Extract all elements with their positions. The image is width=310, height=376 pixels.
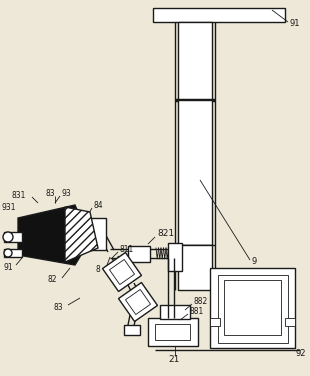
Bar <box>4 232 22 242</box>
Text: 83: 83 <box>45 190 55 199</box>
Bar <box>124 325 140 335</box>
Bar <box>210 268 295 348</box>
Bar <box>4 249 22 257</box>
Polygon shape <box>103 253 141 291</box>
Text: 831: 831 <box>12 191 26 200</box>
Bar <box>128 246 150 262</box>
Circle shape <box>4 249 12 257</box>
Bar <box>168 243 182 271</box>
Text: 9: 9 <box>252 258 257 267</box>
Text: 93: 93 <box>62 190 72 199</box>
Text: 91: 91 <box>4 264 14 273</box>
Polygon shape <box>65 207 98 262</box>
Bar <box>178 22 212 100</box>
Text: 92: 92 <box>295 350 305 358</box>
Text: 82: 82 <box>48 276 57 285</box>
Polygon shape <box>126 290 151 315</box>
Text: 84: 84 <box>93 200 103 209</box>
Text: 83: 83 <box>54 303 64 312</box>
Text: 811: 811 <box>120 244 134 253</box>
Bar <box>155 324 190 340</box>
Text: 931: 931 <box>2 203 16 212</box>
Polygon shape <box>118 282 157 321</box>
Text: 881: 881 <box>190 306 204 315</box>
Polygon shape <box>109 259 135 285</box>
Bar <box>88 218 106 250</box>
Bar <box>153 8 285 22</box>
Text: 882: 882 <box>193 297 207 305</box>
Text: 821: 821 <box>157 229 174 238</box>
Circle shape <box>3 232 13 242</box>
Text: 21: 21 <box>168 355 179 364</box>
Bar <box>224 280 281 335</box>
Bar <box>218 275 288 343</box>
Bar <box>148 318 198 346</box>
Polygon shape <box>18 205 90 265</box>
Bar <box>178 100 212 245</box>
Bar <box>160 305 190 319</box>
Bar <box>285 318 295 326</box>
Bar <box>210 318 220 326</box>
Text: 91: 91 <box>289 18 299 27</box>
Bar <box>178 245 212 290</box>
Text: 8: 8 <box>96 265 101 274</box>
